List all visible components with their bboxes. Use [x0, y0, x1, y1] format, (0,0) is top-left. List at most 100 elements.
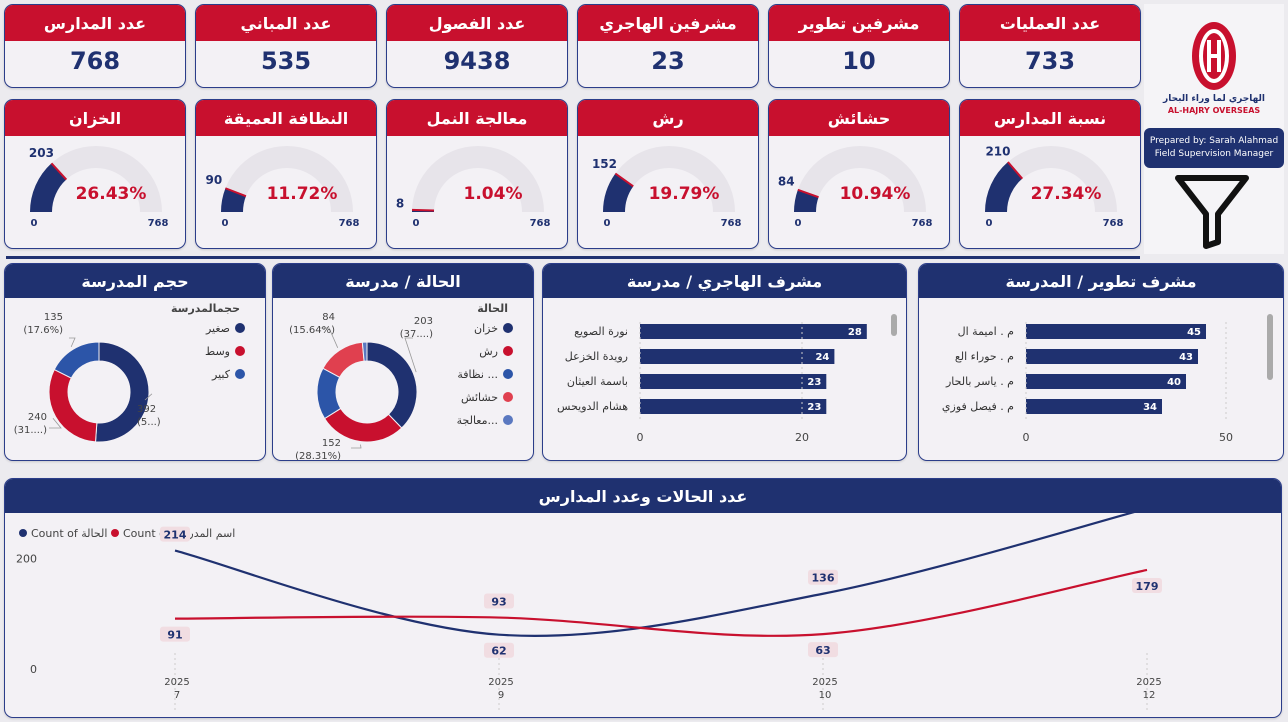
donut-legend-item[interactable]: معالجة...	[457, 414, 498, 427]
donut-slice[interactable]	[48, 368, 98, 443]
donut-data-label: 152	[322, 438, 341, 449]
kpi-card: عدد العمليات 733	[959, 4, 1141, 88]
gauge-label: النظافة العميقة	[196, 100, 376, 136]
donut-data-label: (17.6%)	[23, 325, 63, 336]
gauge-svg: 27.34% 210 0 768	[985, 144, 1123, 229]
gauge-min-label: 0	[31, 218, 38, 229]
gauge-svg: 1.04% 80 768	[396, 146, 550, 229]
bar-category-label: م . ياسر بالحار	[945, 375, 1014, 388]
tatweer-supervisor-title: مشرف تطوير / المدرسة	[919, 264, 1283, 298]
bar-category-label: م . فيصل فوزي	[942, 400, 1014, 413]
hajri-scrollbar[interactable]	[891, 314, 897, 336]
gauge-min-label: 0	[604, 218, 611, 229]
gauge-card: نسبة المدارس 27.34% 210 0 768	[959, 99, 1141, 249]
kpi-card: عدد الفصول 9438	[386, 4, 568, 88]
donut-leader-line	[69, 337, 76, 348]
line-x-tick: 2025	[488, 677, 513, 688]
kpi-value: 768	[69, 47, 121, 75]
donut-legend-item[interactable]: رش	[479, 345, 498, 358]
status-donut: 203 (37....) 152 (28.31%) 84 (15.64%) الحالة خز…	[289, 302, 513, 460]
line-legend-item[interactable]: Count of الحالة	[31, 527, 107, 540]
bar-category-label: رويدة الخزعل	[565, 350, 628, 363]
line-data-label: 136	[812, 572, 835, 585]
gauge-value-label: 90	[205, 173, 222, 187]
bar-data-label: 43	[1179, 352, 1193, 363]
gauge-target-marker	[225, 187, 247, 198]
gauge-card: النظافة العميقة 11.72% 90 0 768	[195, 99, 377, 249]
kpi-label: عدد المدارس	[5, 5, 185, 41]
bar[interactable]	[640, 374, 827, 389]
line-x-tick: 10	[819, 690, 832, 701]
gauge-fill	[603, 173, 634, 212]
donut-slice[interactable]	[53, 341, 100, 379]
donut-legend-item[interactable]: وسط	[205, 345, 230, 358]
donut-data-label: 84	[322, 312, 335, 323]
section-divider	[6, 256, 1140, 259]
gauge-min-label: 0	[986, 218, 993, 229]
prepared-by-badge: Prepared by: Sarah Alahmad Field Supervi…	[1144, 128, 1284, 168]
line-series[interactable]	[174, 568, 1148, 637]
bar[interactable]	[640, 349, 835, 364]
hajri-supervisor-card: مشرف الهاجري / مدرسة نورة الصويع 28 رويدة …	[542, 263, 907, 461]
donut-slice[interactable]	[322, 341, 365, 378]
line-x-tick: 2025	[1136, 677, 1161, 688]
gauge-track	[221, 146, 353, 212]
gauge-min-label: 0	[222, 218, 229, 229]
gauge-fill	[985, 162, 1023, 212]
gauge-svg: 19.79% 152 0 768	[592, 146, 741, 229]
tatweer-supervisor-bars: م . اميمة ال 45 م . حوراء الع 43 م . ياسر با…	[942, 322, 1233, 444]
bar[interactable]	[1026, 349, 1198, 364]
gauge-label: حشائش	[769, 100, 949, 136]
kpi-value: 10	[842, 47, 876, 75]
donut-data-label: 203	[414, 316, 433, 327]
school-size-card: حجم المدرسة 392 (5...) 240 (31....) 135 (17.6…	[4, 263, 266, 461]
line-label-bg	[1132, 577, 1162, 593]
line-label-bg	[484, 642, 514, 658]
tatweer-supervisor-card: مشرف تطوير / المدرسة م . اميمة ال 45 م . ح…	[918, 263, 1284, 461]
school-size-title: حجم المدرسة	[5, 264, 265, 298]
line-data-label: 214	[164, 529, 187, 542]
bar-data-label: 28	[848, 327, 862, 338]
tatweer-scrollbar[interactable]	[1267, 314, 1273, 380]
donut-slice[interactable]	[366, 341, 418, 429]
donut-legend-item[interactable]: خزان	[474, 322, 498, 335]
prepared-by-name: Prepared by: Sarah Alahmad	[1149, 136, 1279, 146]
legend-swatch-icon	[503, 392, 513, 402]
gauge-target-marker	[614, 172, 634, 188]
bar[interactable]	[1026, 324, 1206, 339]
hajri-supervisor-bars: نورة الصويع 28 رويدة الخزعل 24 باسمة العيثان…	[557, 322, 867, 444]
kpi-label: مشرفين تطوير	[769, 5, 949, 41]
kpi-value: 535	[260, 47, 312, 75]
donut-leader-line	[144, 393, 153, 401]
line-x-tick: 2025	[812, 677, 837, 688]
bar[interactable]	[1026, 399, 1162, 414]
hajri-supervisor-title: مشرف الهاجري / مدرسة	[543, 264, 906, 298]
gauge-max-label: 768	[148, 218, 169, 229]
kpi-card: مشرفين تطوير 10	[768, 4, 950, 88]
donut-data-label: 135	[44, 312, 63, 323]
bar[interactable]	[640, 399, 827, 414]
donut-leader-line	[319, 327, 339, 348]
gauge-value-label: 8	[396, 197, 404, 211]
bar[interactable]	[1026, 374, 1186, 389]
gauge-percent: 11.72%	[267, 184, 338, 204]
bar[interactable]	[640, 324, 867, 339]
donut-legend-item[interactable]: نظافة ...	[457, 368, 498, 381]
kpi-value: 9438	[443, 47, 511, 75]
donut-leader-line	[49, 417, 62, 429]
line-label-bg	[484, 593, 514, 609]
donut-slice[interactable]	[94, 341, 150, 443]
donut-leader-line	[351, 444, 362, 449]
bar-category-label: م . حوراء الع	[955, 350, 1014, 363]
line-series[interactable]	[174, 513, 1147, 637]
line-label-bg	[808, 642, 838, 658]
donut-legend-item[interactable]: صغير	[205, 322, 230, 335]
donut-legend-item[interactable]: حشائش	[461, 391, 498, 404]
donut-legend-item[interactable]: كبير	[211, 368, 231, 381]
line-x-tick: 9	[498, 690, 504, 701]
line-x-tick: 2025	[164, 677, 189, 688]
filter-icon[interactable]	[1172, 170, 1252, 250]
cases-line-title: عدد الحالات وعدد المدارس	[5, 479, 1281, 513]
donut-data-label: (28.31%)	[295, 451, 341, 460]
donut-slice[interactable]	[361, 341, 368, 362]
